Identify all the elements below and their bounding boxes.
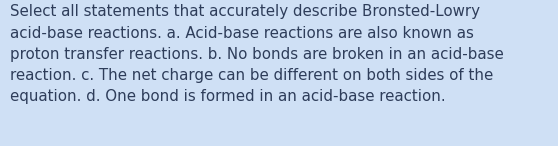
Text: Select all statements that accurately describe Bronsted-Lowry
acid-base reaction: Select all statements that accurately de… — [10, 4, 504, 104]
